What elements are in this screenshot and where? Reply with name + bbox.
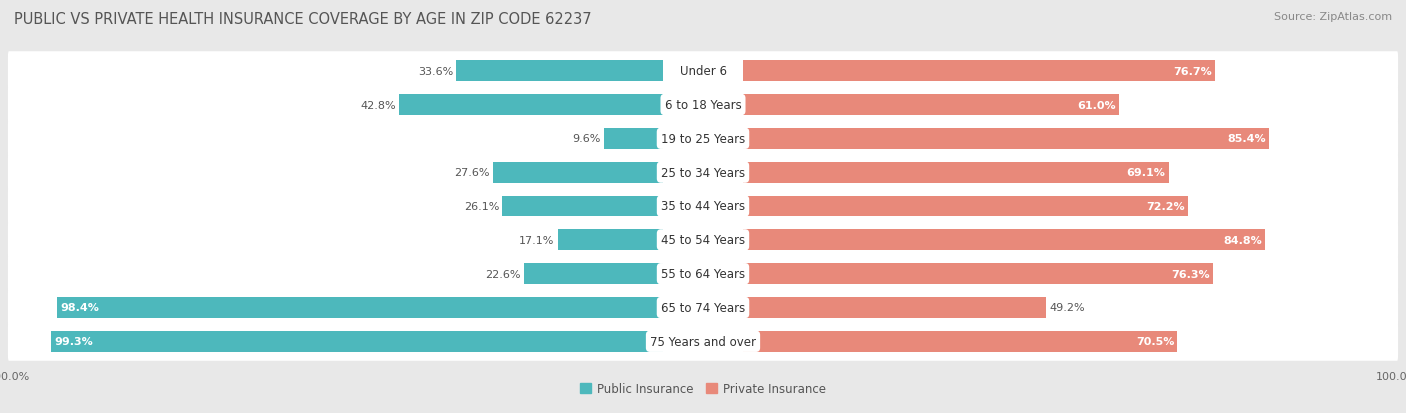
FancyBboxPatch shape — [8, 288, 1398, 327]
FancyBboxPatch shape — [8, 86, 1398, 125]
Text: 9.6%: 9.6% — [572, 134, 600, 144]
Text: 26.1%: 26.1% — [464, 202, 499, 211]
Text: 27.6%: 27.6% — [454, 168, 489, 178]
Text: 76.7%: 76.7% — [1174, 66, 1212, 76]
Text: Source: ZipAtlas.com: Source: ZipAtlas.com — [1274, 12, 1392, 22]
Bar — [456, 61, 664, 82]
Text: 84.8%: 84.8% — [1223, 235, 1263, 245]
Bar — [52, 331, 664, 352]
FancyBboxPatch shape — [8, 187, 1398, 226]
Bar — [742, 331, 1177, 352]
Text: 45 to 54 Years: 45 to 54 Years — [661, 234, 745, 247]
Text: 61.0%: 61.0% — [1077, 100, 1115, 110]
Bar — [742, 196, 1188, 217]
Bar — [494, 162, 664, 183]
Text: 25 to 34 Years: 25 to 34 Years — [661, 166, 745, 179]
FancyBboxPatch shape — [8, 153, 1398, 192]
Bar — [742, 128, 1270, 150]
Text: PUBLIC VS PRIVATE HEALTH INSURANCE COVERAGE BY AGE IN ZIP CODE 62237: PUBLIC VS PRIVATE HEALTH INSURANCE COVER… — [14, 12, 592, 27]
Bar — [558, 230, 664, 251]
Bar — [742, 162, 1168, 183]
Bar — [742, 61, 1215, 82]
FancyBboxPatch shape — [8, 322, 1398, 361]
Text: 55 to 64 Years: 55 to 64 Years — [661, 268, 745, 280]
Text: 35 to 44 Years: 35 to 44 Years — [661, 200, 745, 213]
Legend: Public Insurance, Private Insurance: Public Insurance, Private Insurance — [579, 382, 827, 395]
Text: 42.8%: 42.8% — [361, 100, 396, 110]
Text: 70.5%: 70.5% — [1136, 337, 1174, 347]
Text: 98.4%: 98.4% — [60, 303, 98, 313]
Text: 33.6%: 33.6% — [418, 66, 453, 76]
Text: 69.1%: 69.1% — [1126, 168, 1166, 178]
Text: 6 to 18 Years: 6 to 18 Years — [665, 99, 741, 112]
Text: 17.1%: 17.1% — [519, 235, 554, 245]
FancyBboxPatch shape — [8, 52, 1398, 91]
Text: 72.2%: 72.2% — [1146, 202, 1185, 211]
FancyBboxPatch shape — [8, 221, 1398, 260]
Text: 65 to 74 Years: 65 to 74 Years — [661, 301, 745, 314]
Bar — [742, 263, 1213, 285]
Text: 19 to 25 Years: 19 to 25 Years — [661, 133, 745, 145]
FancyBboxPatch shape — [8, 254, 1398, 293]
Bar — [742, 95, 1119, 116]
Bar — [502, 196, 664, 217]
Bar — [742, 297, 1046, 318]
Text: 75 Years and over: 75 Years and over — [650, 335, 756, 348]
Text: 99.3%: 99.3% — [55, 337, 93, 347]
Bar — [399, 95, 664, 116]
FancyBboxPatch shape — [8, 120, 1398, 159]
Text: 76.3%: 76.3% — [1171, 269, 1211, 279]
Bar — [742, 230, 1265, 251]
Bar — [603, 128, 664, 150]
Bar — [524, 263, 664, 285]
Text: 49.2%: 49.2% — [1049, 303, 1085, 313]
Text: Under 6: Under 6 — [679, 65, 727, 78]
Bar — [56, 297, 664, 318]
Text: 85.4%: 85.4% — [1227, 134, 1265, 144]
Text: 22.6%: 22.6% — [485, 269, 520, 279]
